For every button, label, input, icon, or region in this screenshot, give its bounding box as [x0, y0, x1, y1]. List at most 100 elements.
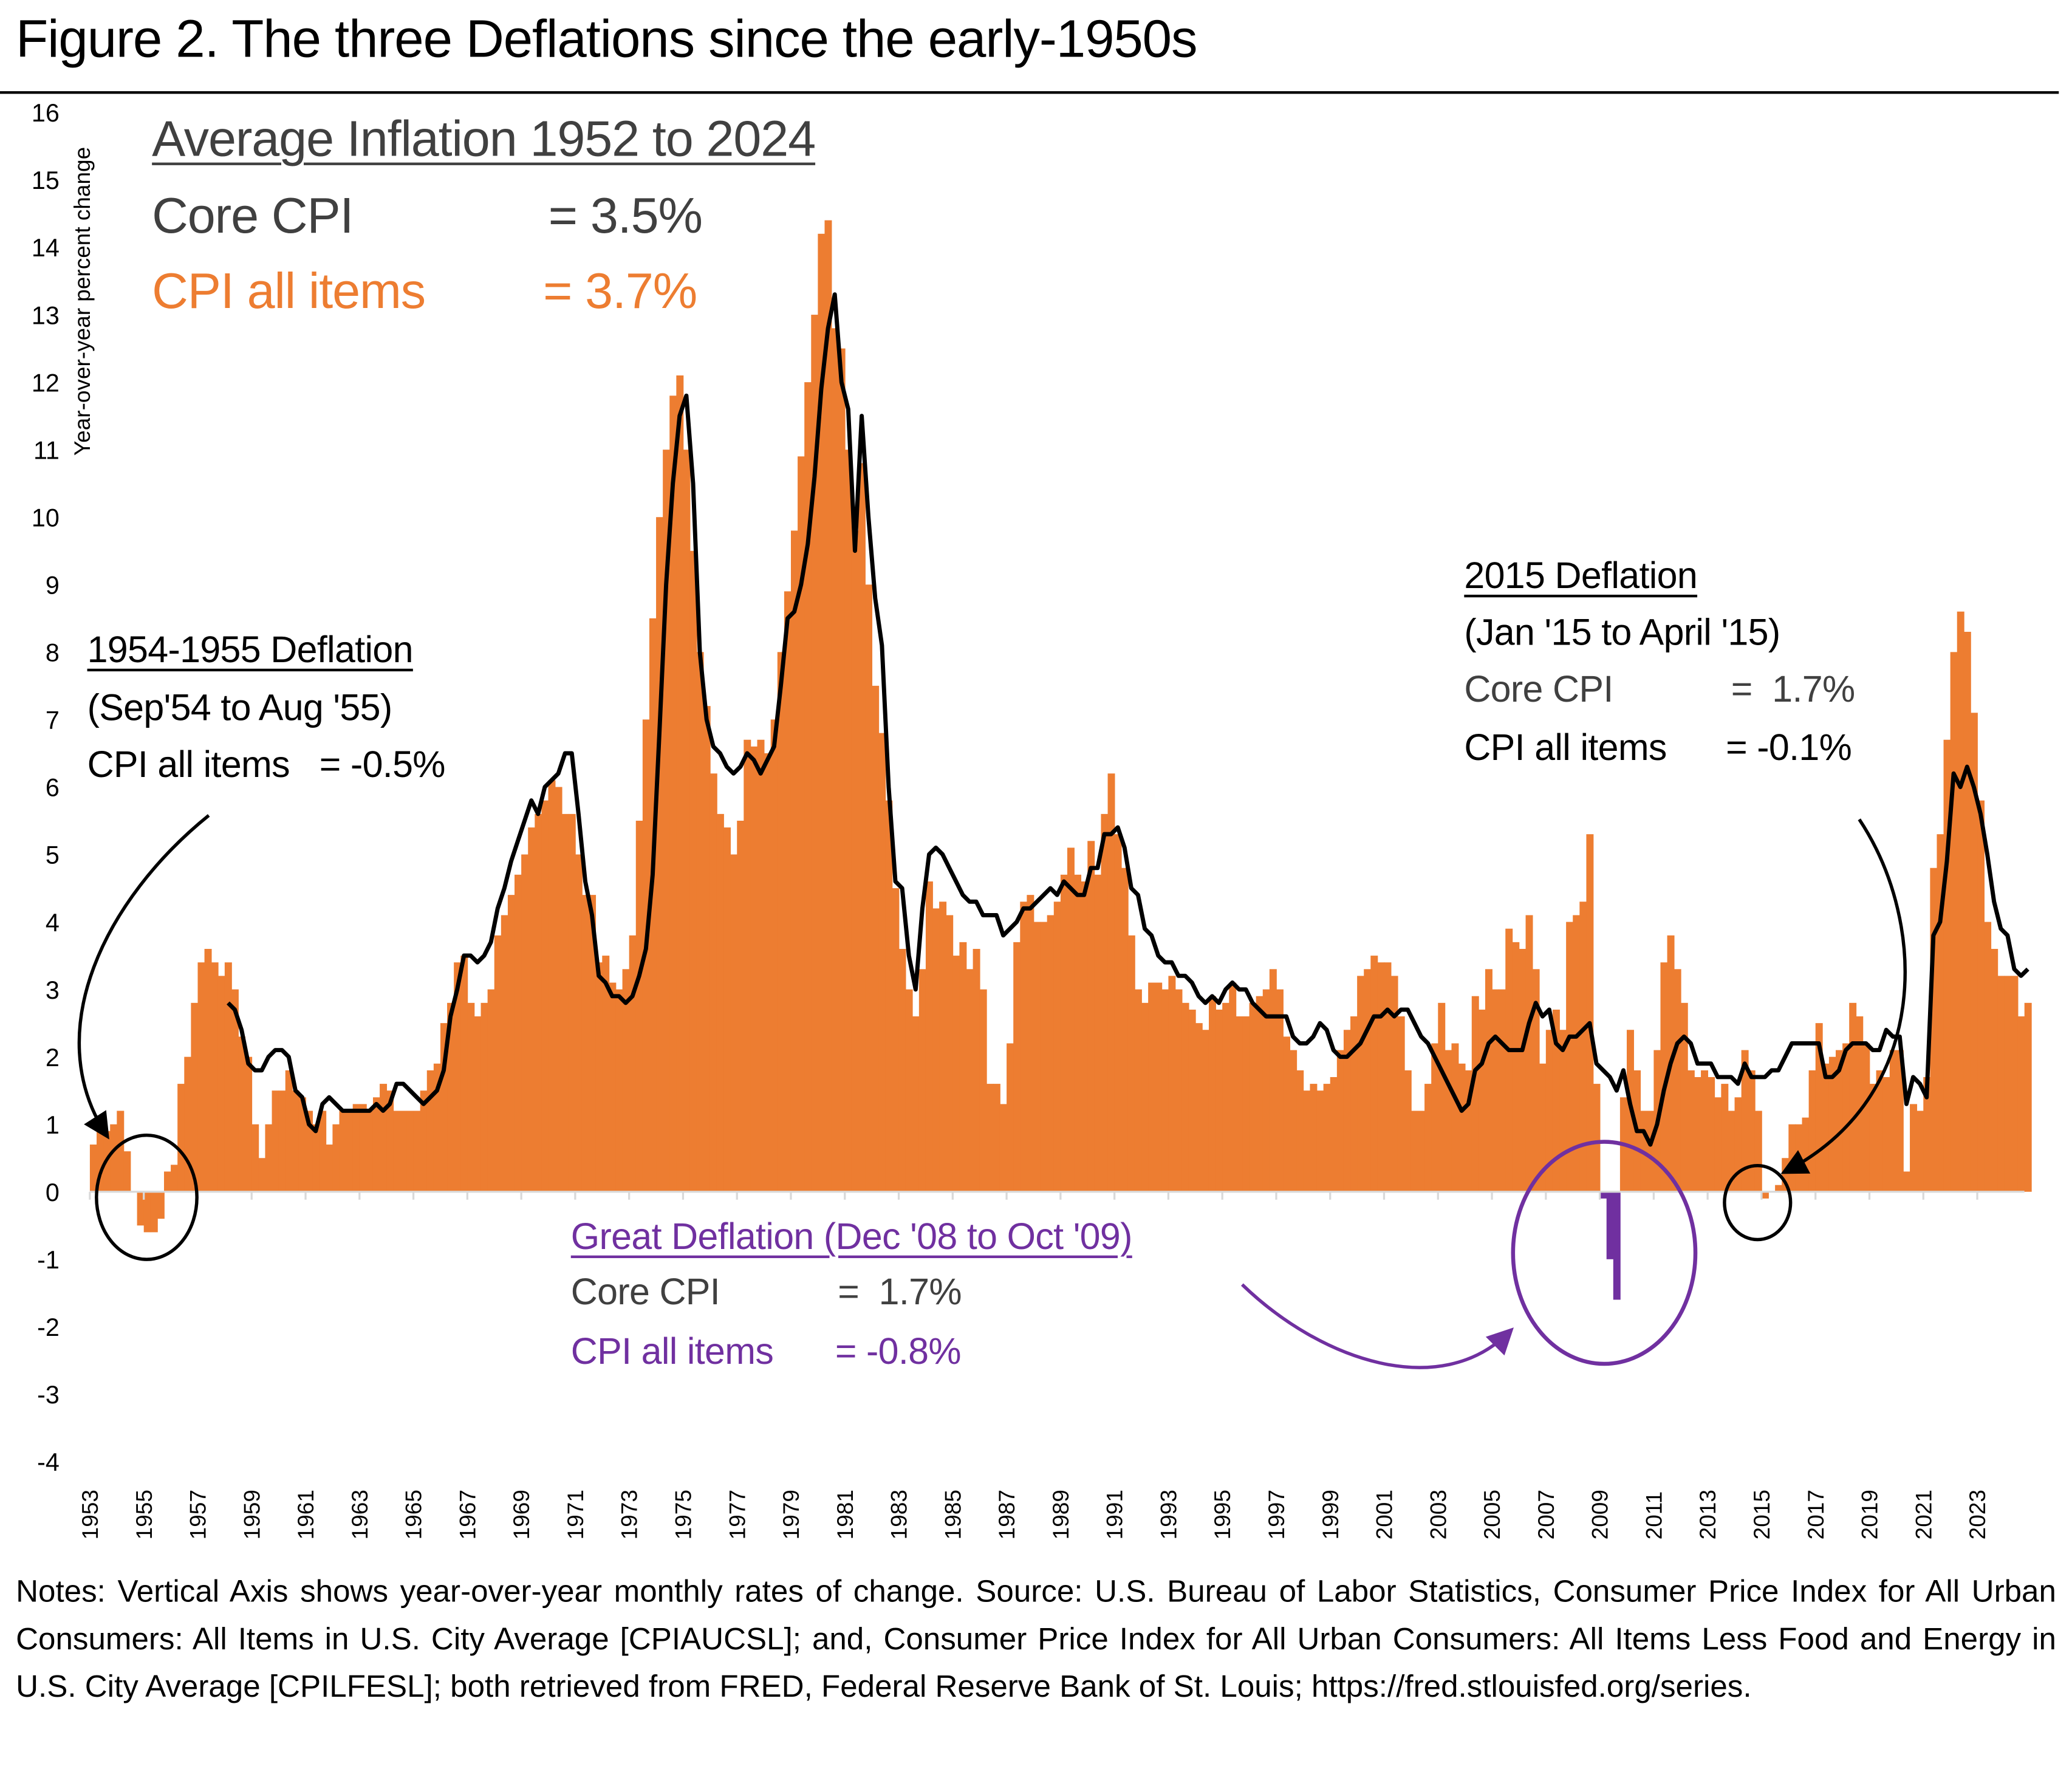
x-tick-label: 1971	[563, 1490, 588, 1539]
deflation-1955-period: (Sep'54 to Aug '55)	[87, 687, 393, 728]
x-tick-label: 1973	[617, 1490, 642, 1539]
cpi-bar	[966, 969, 974, 1192]
cpi-bar	[1175, 989, 1183, 1192]
cpi-bar	[1013, 942, 1021, 1192]
cpi-bar	[1714, 1097, 1722, 1192]
cpi-bar	[117, 1111, 125, 1192]
x-tick-label: 1987	[994, 1490, 1019, 1539]
cpi-bar	[1613, 1191, 1621, 1300]
cpi-bar	[440, 1023, 448, 1192]
cpi-bar	[1708, 1076, 1715, 1192]
cpi-bar	[770, 719, 778, 1192]
cpi-bar	[844, 450, 852, 1192]
cpi-bar	[1984, 922, 1992, 1192]
cpi-bar	[689, 550, 697, 1192]
cpi-bar	[1997, 976, 2005, 1192]
cpi-bar	[737, 820, 745, 1192]
cpi-bar	[824, 220, 832, 1192]
cpi-bar	[764, 753, 771, 1192]
cpi-bar	[615, 989, 623, 1192]
cpi-bar	[1107, 773, 1115, 1192]
cpi-bar	[1593, 1084, 1601, 1192]
cpi-bar	[1276, 989, 1284, 1192]
y-tick-label: 0	[46, 1179, 60, 1206]
x-tick-label: 1975	[671, 1490, 696, 1539]
cpi-bar	[555, 787, 562, 1192]
y-tick-label: 3	[46, 976, 60, 1004]
cpi-bar	[669, 395, 677, 1192]
cpi-bar	[589, 895, 597, 1192]
cpi-bar	[1336, 1050, 1344, 1192]
cpi-bar	[1357, 976, 1365, 1192]
cpi-bar	[426, 1070, 434, 1192]
y-tick-label: 13	[32, 301, 60, 329]
cpi-bar	[1950, 652, 1958, 1192]
cpi-bar	[1027, 895, 1034, 1192]
cpi-bar	[204, 948, 212, 1192]
cpi-bar	[97, 1131, 104, 1192]
cpi-bar	[1499, 989, 1506, 1192]
cpi-bar	[1465, 1070, 1472, 1192]
cpi-bar	[1748, 1070, 1756, 1192]
circle-great-deflation	[1511, 1140, 1698, 1366]
cpi-bar	[1701, 1070, 1709, 1192]
cpi-bar	[1721, 1084, 1729, 1192]
cpi-bar	[480, 1002, 488, 1192]
cpi-bar	[1216, 1009, 1223, 1192]
cpi-bar	[393, 1111, 401, 1192]
cpi-bar	[1728, 1111, 1735, 1192]
cpi-bar	[568, 813, 576, 1192]
cpi-bar	[999, 1104, 1007, 1192]
cpi-bar	[548, 780, 556, 1192]
cpi-bar	[1033, 922, 1041, 1192]
cpi-bar	[515, 874, 522, 1192]
cpi-bar	[400, 1111, 408, 1192]
y-tick-label: 6	[46, 774, 60, 802]
cpi-bar	[1687, 1070, 1695, 1192]
cpi-bar	[790, 530, 798, 1192]
cpi-bar	[1168, 976, 1176, 1192]
y-tick-label: 2	[46, 1044, 60, 1072]
cpi-bar	[1127, 935, 1135, 1192]
cpi-bar	[1410, 1111, 1418, 1192]
cpi-bar	[1566, 922, 1574, 1192]
cpi-bar	[352, 1104, 360, 1192]
cpi-bar	[1283, 1036, 1291, 1192]
cpi-bar	[777, 652, 785, 1192]
cpi-bar	[1067, 847, 1075, 1192]
great-deflation-cpi-value: = -0.8%	[835, 1330, 962, 1372]
cpi-bar	[1539, 1063, 1547, 1192]
cpi-bar	[433, 1063, 441, 1192]
cpi-bar	[898, 948, 906, 1192]
cpi-bar	[946, 915, 954, 1192]
cpi-bar	[723, 827, 731, 1192]
x-tick-label: 2001	[1372, 1490, 1397, 1539]
y-tick-label: 5	[46, 841, 60, 869]
x-tick-label: 1989	[1048, 1490, 1073, 1539]
x-tick-label: 1953	[78, 1490, 103, 1539]
cpi-bar	[507, 895, 515, 1192]
cpi-bar	[1323, 1084, 1331, 1192]
cpi-bar	[1828, 1056, 1836, 1192]
great-deflation-heading: Great Deflation (Dec '08 to Oct '09)	[570, 1216, 1133, 1257]
cpi-bar	[575, 854, 583, 1192]
deflation-2015-cpi-value: = -0.1%	[1726, 727, 1852, 768]
cpi-bar	[1512, 942, 1520, 1192]
cpi-bar	[939, 902, 947, 1192]
cpi-bar	[137, 1191, 145, 1226]
cpi-bar	[1916, 1111, 1924, 1192]
x-tick-label: 2005	[1480, 1490, 1505, 1539]
cpi-bar	[757, 739, 765, 1192]
cpi-bar	[528, 827, 536, 1192]
cpi-bar	[656, 517, 664, 1192]
cpi-bar	[865, 584, 873, 1192]
x-tick-label: 1967	[455, 1490, 480, 1539]
x-tick-label: 1955	[132, 1490, 157, 1539]
y-tick-label: 1	[46, 1111, 60, 1139]
cpi-bar	[366, 1111, 374, 1192]
cpi-bar	[683, 450, 691, 1192]
y-tick-label: 12	[32, 369, 60, 397]
cpi-bar	[561, 813, 569, 1192]
cpi-bar	[878, 733, 886, 1192]
